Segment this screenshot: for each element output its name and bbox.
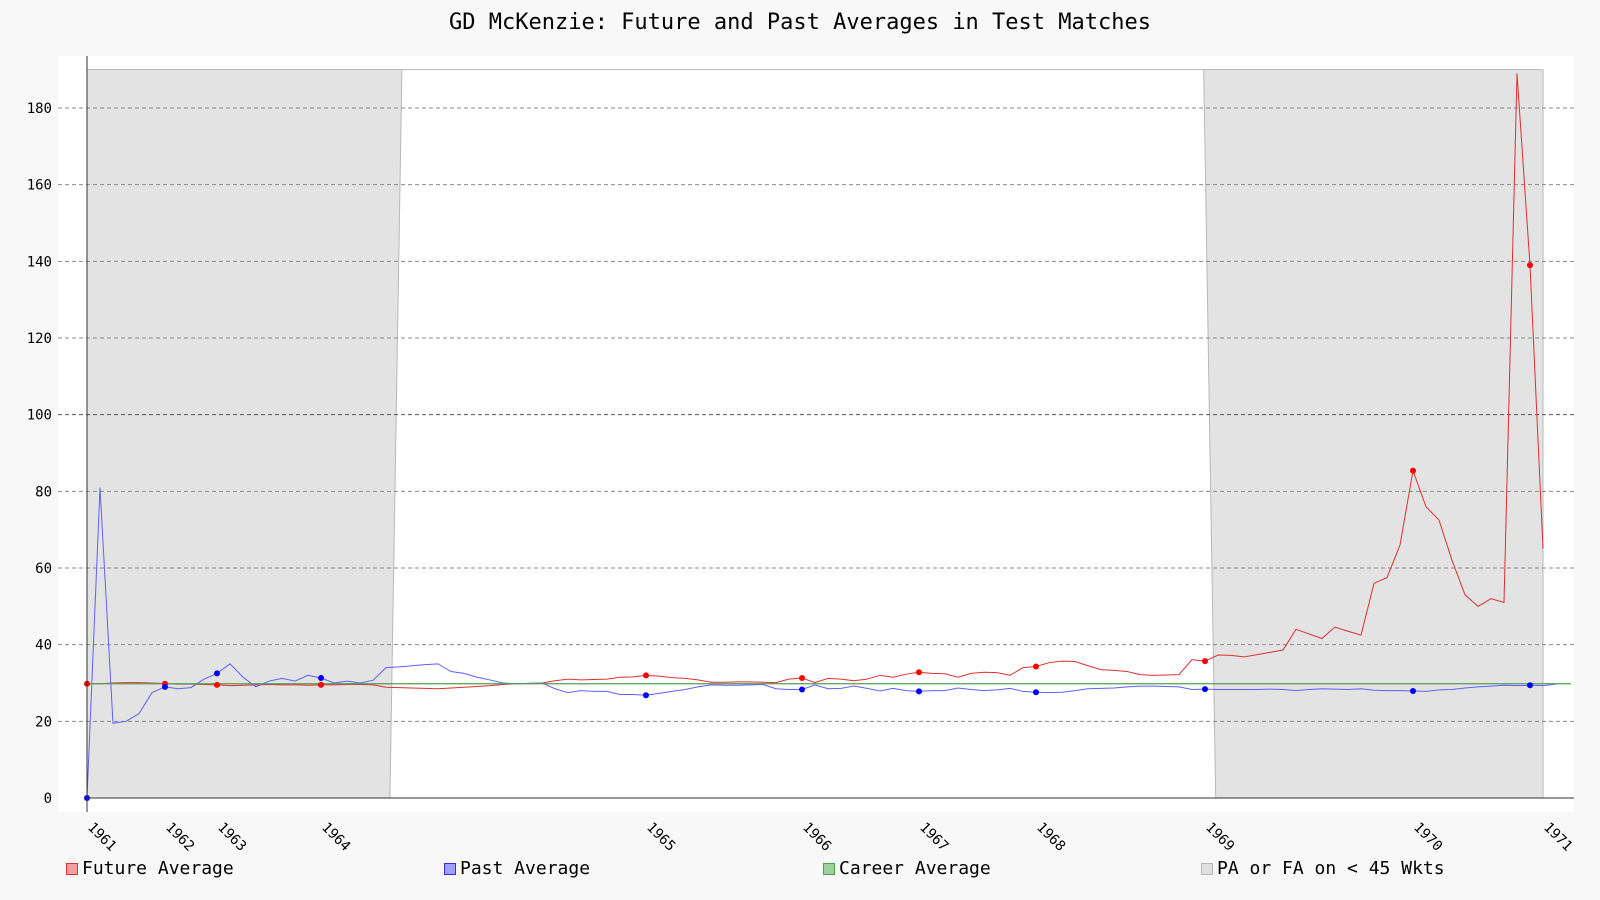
legend-label-small-sample: PA or FA on < 45 Wkts bbox=[1217, 858, 1445, 879]
grid-lines bbox=[58, 107, 1574, 722]
marker-future-average-10 bbox=[214, 681, 220, 688]
series-lines bbox=[86, 73, 1571, 799]
legend-swatch-career bbox=[823, 862, 835, 875]
marker-past-average-73 bbox=[1033, 689, 1039, 696]
x-tick-label-1965: 1965 bbox=[643, 820, 678, 855]
x-tick-label-1966: 1966 bbox=[799, 820, 834, 855]
x-tick-label-1970: 1970 bbox=[1410, 820, 1445, 855]
y-tick-label-160: 160 bbox=[27, 178, 52, 194]
x-tick-label-1967: 1967 bbox=[916, 820, 951, 855]
marker-future-average-86 bbox=[1202, 658, 1208, 665]
y-tick-label-40: 40 bbox=[35, 638, 52, 654]
x-tick-label-1968: 1968 bbox=[1033, 820, 1068, 855]
shaded-regions bbox=[86, 69, 1544, 799]
marker-future-average-18 bbox=[318, 681, 324, 688]
marker-past-average-18 bbox=[318, 675, 324, 682]
marker-future-average-55 bbox=[799, 675, 805, 682]
y-tick-label-140: 140 bbox=[27, 254, 52, 270]
legend-item-small-sample[interactable]: PA or FA on < 45 Wkts bbox=[1201, 858, 1445, 879]
legend-item-future-average[interactable]: Future Average bbox=[66, 858, 234, 879]
legend: Future Average Past Average Career Avera… bbox=[0, 858, 1600, 888]
marker-future-average-111 bbox=[1527, 262, 1533, 269]
y-tick-label-20: 20 bbox=[35, 714, 52, 730]
y-tick-label-60: 60 bbox=[35, 561, 52, 577]
shaded-region-1 bbox=[86, 69, 403, 799]
y-tick-label-0: 0 bbox=[44, 791, 52, 807]
marker-future-average-102 bbox=[1410, 467, 1416, 474]
x-tick-label-1971: 1971 bbox=[1540, 820, 1575, 855]
x-tick-label-1963: 1963 bbox=[214, 820, 249, 855]
marker-past-average-10 bbox=[214, 670, 220, 677]
series-line-future-average bbox=[87, 73, 1544, 690]
marker-past-average-86 bbox=[1202, 686, 1208, 693]
marker-future-average-64 bbox=[916, 669, 922, 676]
y-tick-label-80: 80 bbox=[35, 484, 52, 500]
marker-future-average-73 bbox=[1033, 663, 1039, 670]
marker-past-average-6 bbox=[162, 683, 168, 690]
x-tick-label-1969: 1969 bbox=[1202, 820, 1237, 855]
legend-item-career-average[interactable]: Career Average bbox=[823, 858, 991, 879]
legend-item-past-average[interactable]: Past Average bbox=[444, 858, 590, 879]
marker-future-average-43 bbox=[643, 672, 649, 679]
y-tick-label-180: 180 bbox=[27, 101, 52, 117]
legend-label-past: Past Average bbox=[460, 858, 591, 879]
shaded-region-2 bbox=[1203, 69, 1544, 799]
x-tick-labels: 1961 1962 1963 1964 1965 1966 1967 1968 1969 1970… bbox=[84, 820, 1575, 855]
marker-past-average-55 bbox=[799, 686, 805, 693]
series-line-past-average bbox=[86, 487, 1557, 799]
marker-past-average-64 bbox=[916, 688, 922, 695]
marker-past-average-102 bbox=[1410, 688, 1416, 695]
y-tick-labels: 0 20 40 60 80 100 120 140 160 180 bbox=[27, 101, 52, 807]
legend-swatch-past bbox=[444, 862, 456, 875]
marker-past-average-111 bbox=[1527, 682, 1533, 689]
y-tick-label-120: 120 bbox=[27, 331, 52, 347]
x-tick-label-1962: 1962 bbox=[162, 820, 197, 855]
y-tick-label-100: 100 bbox=[27, 408, 52, 424]
legend-label-future: Future Average bbox=[82, 858, 234, 879]
legend-label-career: Career Average bbox=[839, 858, 991, 879]
marker-past-average-43 bbox=[643, 692, 649, 699]
legend-swatch-small-sample bbox=[1201, 862, 1213, 875]
chart-title: GD McKenzie: Future and Past Averages in… bbox=[449, 10, 1151, 35]
legend-swatch-future bbox=[66, 862, 78, 875]
x-tick-label-1961: 1961 bbox=[84, 820, 119, 855]
x-tick-label-1964: 1964 bbox=[318, 820, 353, 855]
